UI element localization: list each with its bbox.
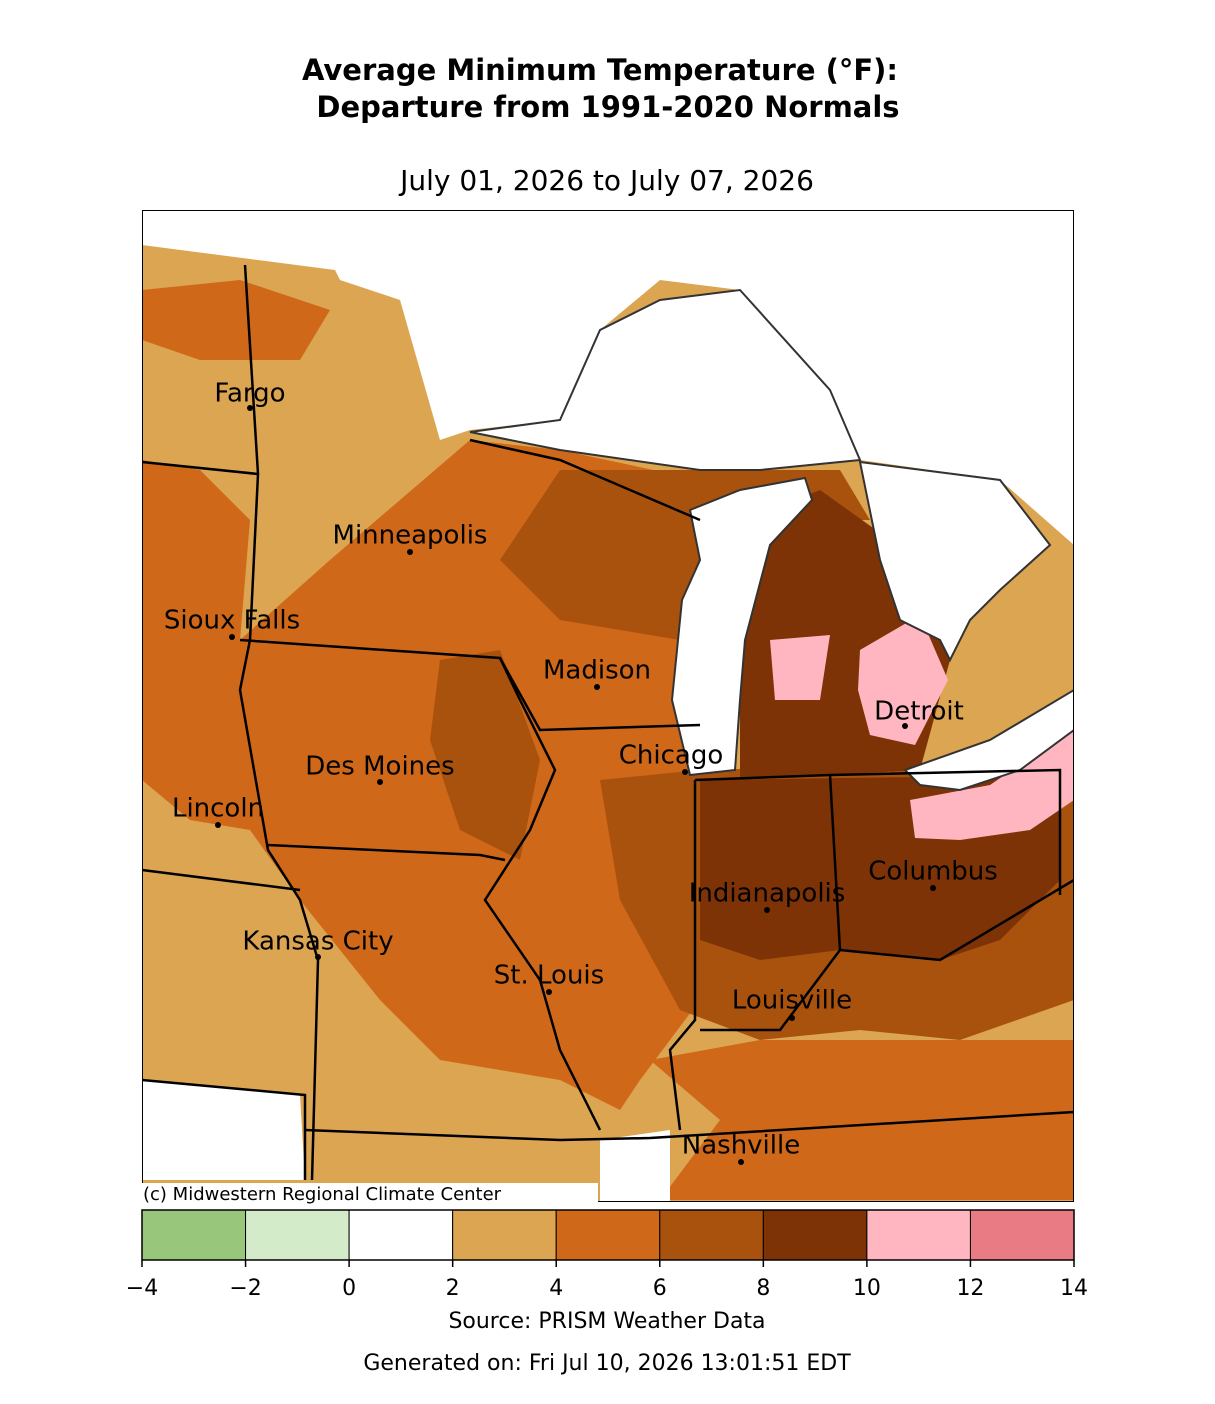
state-lines [142, 264, 1074, 1181]
lake [858, 460, 1052, 663]
city-dot [764, 907, 770, 913]
colorbar: −4 −2 0 2 4 6 8 10 12 14 [126, 1209, 1088, 1301]
city-label: Fargo [214, 379, 285, 409]
city-dot [377, 779, 383, 785]
colorbar-frame [141, 1209, 1075, 1261]
region [600, 1130, 670, 1202]
color-bin [762, 1209, 868, 1261]
color-bin [245, 1209, 350, 1261]
color-bin [452, 1209, 557, 1261]
city-label: Kansas City [242, 927, 393, 957]
city-dot [215, 822, 221, 828]
color-bin [348, 1209, 454, 1261]
cities: Fargo Minneapolis Sioux Falls Madison Des Mo… [164, 379, 998, 1165]
city-dot [682, 769, 688, 775]
tick-label: −2 [229, 1276, 261, 1301]
source: Source: PRISM Weather Data [448, 1309, 765, 1334]
tick-label: 6 [653, 1276, 667, 1301]
region [142, 1080, 305, 1180]
city-label: Lincoln [172, 794, 264, 824]
region [430, 650, 540, 860]
map [142, 210, 1074, 1202]
tick-label: 2 [446, 1276, 460, 1301]
lake [670, 476, 814, 777]
tick-label: 14 [1060, 1276, 1088, 1301]
city-label: Louisville [732, 986, 852, 1016]
title: Departure from 1991-2020 Normals [316, 90, 899, 124]
city-dot [247, 405, 253, 411]
credit-box [138, 1183, 598, 1205]
color-bin [555, 1209, 661, 1261]
city-label: Nashville [682, 1131, 800, 1161]
title: Average Minimum Temperature (°F): [302, 53, 898, 87]
tick-label: 10 [853, 1276, 881, 1301]
city-dot [407, 549, 413, 555]
region [650, 1040, 1074, 1200]
tick-label: 8 [756, 1276, 770, 1301]
color-bin [141, 1209, 247, 1261]
tick-label: 4 [549, 1276, 563, 1301]
city-label: Detroit [874, 697, 964, 727]
city-label: Indianapolis [689, 879, 846, 909]
subtitle: July 01, 2026 to July 07, 2026 [398, 164, 814, 197]
city-dot [902, 723, 908, 729]
city-dot [738, 1159, 744, 1165]
color-bin [969, 1209, 1075, 1261]
city-dot [789, 1015, 795, 1021]
city-dot [546, 989, 552, 995]
generated: Generated on: Fri Jul 10, 2026 13:01:51 … [363, 1351, 851, 1376]
city-dot [229, 634, 235, 640]
tick-label: 12 [956, 1276, 984, 1301]
color-bin [866, 1209, 971, 1261]
credit: (c) Midwestern Regional Climate Center [143, 1184, 502, 1205]
city-label: Des Moines [305, 752, 454, 782]
tick-label: 0 [342, 1276, 356, 1301]
city-label: Columbus [868, 857, 998, 887]
city-label: Madison [543, 656, 651, 686]
city-dot [930, 885, 936, 891]
region [770, 635, 830, 700]
lake [903, 688, 1074, 792]
city-dot [594, 684, 600, 690]
city-dot [315, 954, 321, 960]
city-label: Minneapolis [333, 521, 488, 551]
region [142, 280, 330, 360]
land-outside [142, 210, 1074, 545]
city-label: Chicago [619, 741, 724, 771]
color-bin [659, 1209, 764, 1261]
lake [469, 288, 862, 471]
city-label: Sioux Falls [164, 606, 300, 636]
tick-label: −4 [126, 1276, 158, 1301]
region [858, 615, 948, 745]
city-label: St. Louis [494, 961, 604, 991]
